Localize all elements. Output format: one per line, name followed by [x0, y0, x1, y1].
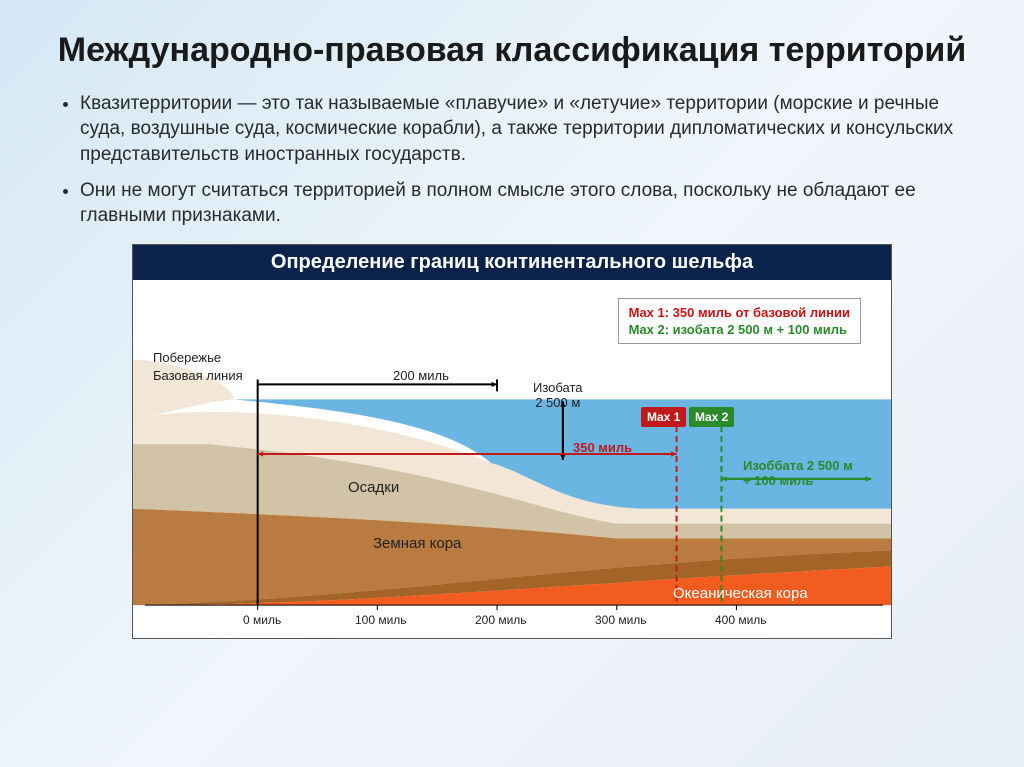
label-350mi: 350 миль	[573, 440, 632, 455]
label-sediments: Осадки	[348, 479, 399, 496]
legend-max1: Max 1: 350 миль от базовой линии	[629, 305, 850, 320]
xaxis-400: 400 миль	[715, 613, 767, 627]
xaxis-200: 200 миль	[475, 613, 527, 627]
label-200mi: 200 миль	[393, 368, 449, 383]
label-crust: Земная кора	[373, 535, 461, 552]
bullet-list: Квазитерритории — это так называемые «пл…	[80, 91, 964, 229]
label-coast: Побережье	[153, 350, 221, 365]
diagram-title: Определение границ континентального шель…	[133, 245, 891, 280]
label-iso-note: Изоббата 2 500 м + 100 миль	[743, 458, 853, 488]
label-ocean-crust: Океаническая кора	[673, 585, 808, 602]
legend-box: Max 1: 350 миль от базовой линии Max 2: …	[618, 298, 861, 344]
xaxis-100: 100 миль	[355, 613, 407, 627]
bullet-item: Они не могут считаться территорией в пол…	[80, 178, 964, 229]
slide-title: Международно-правовая классификация терр…	[40, 30, 984, 71]
diagram-body: Max 1: 350 миль от базовой линии Max 2: …	[133, 280, 891, 635]
tag-max2: Max 2	[689, 407, 734, 427]
bullet-item: Квазитерритории — это так называемые «пл…	[80, 91, 964, 168]
legend-max2: Max 2: изобата 2 500 м + 100 миль	[629, 322, 850, 337]
label-isobath: Изобата 2 500 м	[533, 380, 583, 410]
tag-max1: Max 1	[641, 407, 686, 427]
xaxis-0: 0 миль	[243, 613, 281, 627]
label-baseline: Базовая линия	[153, 368, 243, 383]
shelf-diagram: Определение границ континентального шель…	[132, 244, 892, 639]
xaxis-300: 300 миль	[595, 613, 647, 627]
